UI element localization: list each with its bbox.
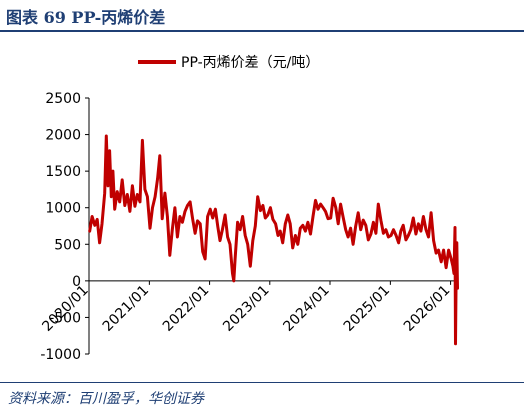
source-note: 资料来源：百川盈孚，华创证券 — [8, 391, 204, 407]
y-tick-label: 500 — [54, 237, 81, 253]
series-line-0 — [88, 134, 459, 346]
y-tick-label: 2500 — [45, 91, 81, 107]
y-tick-label: -500 — [49, 310, 81, 326]
y-tick-label: 1000 — [45, 201, 81, 217]
y-tick-label: 1500 — [45, 164, 81, 180]
x-tick-label: 2022/01 — [160, 282, 212, 334]
x-tick-label: 2020/01 — [39, 282, 91, 334]
figure-title: 图表 69 PP-丙烯价差 — [6, 8, 166, 27]
x-tick-labels: 2020/01 2021/01 2022/01 2023/01 2024/01 2025/… — [39, 282, 453, 334]
title-rule — [0, 30, 524, 32]
x-tick-label: 2023/01 — [220, 282, 272, 334]
footer-rule — [0, 382, 524, 383]
x-tick-label: 2025/01 — [341, 282, 393, 334]
plot-area — [88, 134, 459, 346]
y-tick-label: 0 — [72, 274, 81, 290]
legend-label: PP-丙烯价差（元/吨） — [181, 55, 319, 71]
y-tick-label: -1000 — [40, 347, 81, 363]
x-tick-label: 2026/01 — [401, 282, 453, 334]
x-tick-label: 2024/01 — [280, 282, 332, 334]
y-tick-labels: -1000 -500 0 500 1000 1500 2000 2500 — [40, 91, 81, 363]
axes — [85, 97, 458, 355]
line-chart: PP-丙烯价差（元/吨） -1000 -500 0 500 1000 1500 2000 25… — [39, 55, 459, 363]
y-tick-label: 2000 — [45, 128, 81, 144]
x-tick-label: 2021/01 — [100, 282, 152, 334]
legend: PP-丙烯价差（元/吨） — [138, 55, 319, 71]
